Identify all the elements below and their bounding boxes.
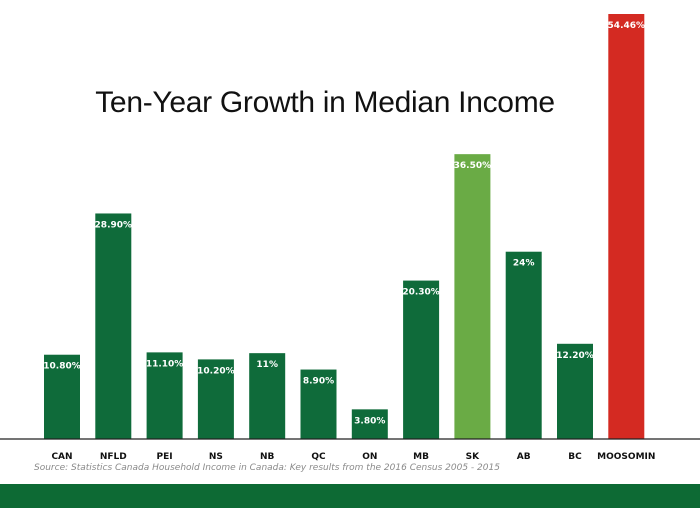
- bar-moosomin: [608, 14, 645, 439]
- source-note: Source: Statistics Canada Household Inco…: [34, 463, 500, 473]
- bar-pei: [146, 352, 183, 439]
- data-label-qc: 8.90%: [303, 377, 334, 387]
- data-label-ns: 10.20%: [197, 366, 235, 376]
- footer-band: [0, 484, 700, 508]
- data-label-can: 10.80%: [43, 362, 81, 372]
- data-label-ab: 24%: [513, 259, 535, 269]
- bars-layer: 10.80% CAN 28.90% NFLD 11.10% PEI 10.20% NS 11% N…: [43, 14, 655, 462]
- data-label-nb: 11%: [256, 360, 278, 370]
- bar-qc: [300, 369, 337, 439]
- data-label-on: 3.80%: [354, 416, 385, 426]
- tick-label-ab: AB: [517, 452, 531, 462]
- tick-label-nb: NB: [260, 452, 275, 462]
- tick-label-sk: SK: [466, 452, 480, 462]
- data-label-nfld: 28.90%: [95, 220, 133, 230]
- tick-label-pei: PEI: [157, 452, 173, 462]
- tick-label-bc: BC: [568, 452, 582, 462]
- data-label-bc: 12.20%: [556, 351, 594, 361]
- tick-label-moosomin: MOOSOMIN: [597, 452, 655, 462]
- tick-label-on: ON: [362, 452, 377, 462]
- bar-nfld: [95, 213, 132, 439]
- bar-can: [44, 354, 80, 439]
- bar-nb: [249, 353, 286, 439]
- bar-bc: [557, 343, 593, 439]
- data-label-moosomin: 54.46%: [608, 21, 646, 31]
- chart-title: Ten-Year Growth in Median Income: [95, 86, 555, 119]
- tick-label-qc: QC: [311, 452, 326, 462]
- tick-label-mb: MB: [413, 452, 429, 462]
- bar-sk: [454, 154, 491, 440]
- tick-label-ns: NS: [209, 452, 223, 462]
- data-label-sk: 36.50%: [454, 161, 492, 171]
- bar-ns: [197, 359, 234, 439]
- data-label-mb: 20.30%: [402, 288, 440, 298]
- data-label-pei: 11.10%: [146, 359, 184, 369]
- tick-label-can: CAN: [51, 452, 72, 462]
- bar-on: [351, 409, 388, 439]
- bar-mb: [403, 280, 440, 439]
- bar-ab: [505, 251, 542, 439]
- tick-label-nfld: NFLD: [100, 452, 127, 462]
